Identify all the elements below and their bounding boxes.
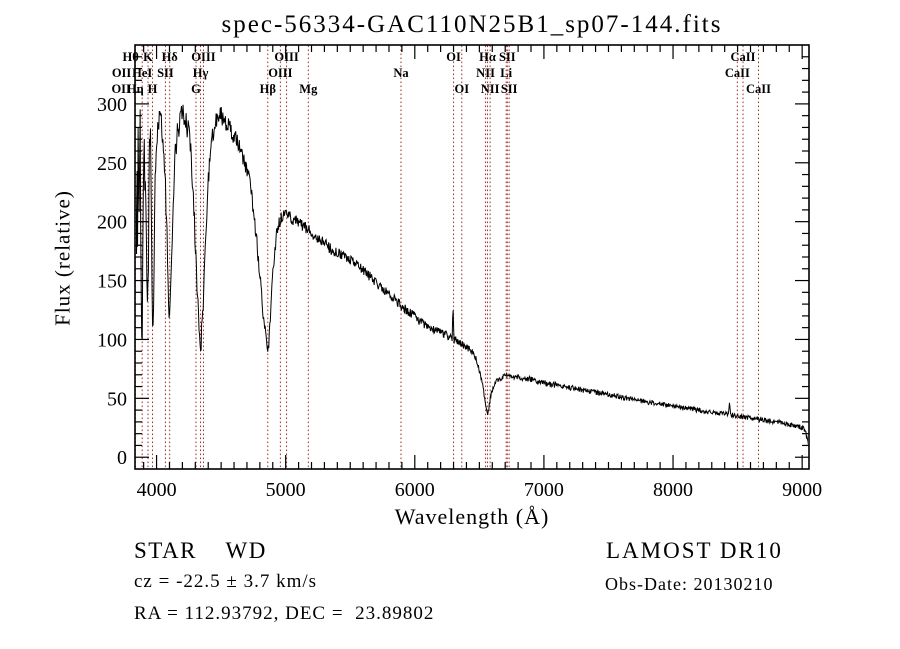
- spectral-line-label: K: [143, 50, 153, 64]
- x-tick-label: 6000: [395, 479, 435, 501]
- axis-ticks: [135, 45, 809, 469]
- spectral-line-label: OI: [454, 82, 469, 96]
- spectral-line-label: Hα: [479, 50, 496, 64]
- spectral-line-label: HeI: [132, 66, 152, 80]
- plot-frame: [134, 44, 810, 470]
- spectral-line-label: Hγ: [193, 66, 209, 80]
- spectral-line-label: OI: [446, 50, 461, 64]
- spectral-line-label: OIII: [268, 66, 292, 80]
- spectral-line-label: Li: [500, 66, 512, 80]
- survey-release-text: LAMOST DR10: [606, 538, 783, 563]
- spectral-line-label: SII: [157, 66, 174, 80]
- x-tick-label: 5000: [266, 479, 306, 501]
- x-tick-label: 7000: [524, 479, 564, 501]
- spectral-line-label: H: [148, 82, 158, 96]
- x-tick-label: 4000: [137, 479, 177, 501]
- x-tick-label: 9000: [782, 479, 822, 501]
- y-tick-label: 250: [97, 153, 127, 175]
- spectral-line-label: CaII: [746, 82, 771, 96]
- y-tick-label: 300: [97, 94, 127, 116]
- spectral-line-label: G: [191, 82, 201, 96]
- obs-date-text: Obs-Date: 20130210: [605, 574, 774, 594]
- y-tick-label: 0: [117, 447, 127, 469]
- spectral-line-label: Hθ: [122, 50, 138, 64]
- spectral-line-label: Mg: [299, 82, 318, 96]
- spectral-line-label: Na: [393, 66, 409, 80]
- spectral-line-label: SII: [501, 82, 518, 96]
- spectral-line-label: OIII: [191, 50, 215, 64]
- y-tick-label: 200: [97, 212, 127, 234]
- spectral-line-label: Hβ: [260, 82, 277, 96]
- spectral-line-label: CaII: [725, 66, 750, 80]
- spectral-line-labels: OII OII Hθ Hη HeI K H SII Hδ G Hγ OIII Hβ OIII OIII Mg N…: [111, 50, 771, 96]
- y-tick-label: 50: [107, 388, 127, 410]
- y-tick-label: 100: [97, 329, 127, 351]
- spectrum-curve: [136, 104, 808, 446]
- object-class-text: STAR WD: [134, 538, 267, 563]
- spectral-line-label: Hδ: [162, 50, 179, 64]
- spectral-line-label: OII: [111, 82, 131, 96]
- x-tick-label: 8000: [653, 479, 693, 501]
- spectral-line-label: CaII: [731, 50, 756, 64]
- y-tick-label: 150: [97, 271, 127, 293]
- plot-title: spec-56334-GAC110N25B1_sp07-144.fits: [221, 11, 723, 38]
- spectral-line-label: NII: [481, 82, 500, 96]
- x-axis-label: Wavelength (Å): [394, 504, 550, 529]
- spectral-line-label: NII: [476, 66, 495, 80]
- ra-dec-text: RA = 112.93792, DEC = 23.89802: [134, 603, 435, 624]
- spectral-line-label: SII: [499, 50, 516, 64]
- spectral-line-label: OII: [112, 66, 132, 80]
- y-axis-label: Flux (relative): [50, 190, 75, 326]
- spectral-line-label: OIII: [274, 50, 298, 64]
- spectral-line-label: Hη: [127, 82, 144, 96]
- cz-velocity-text: cz = -22.5 ± 3.7 km/s: [134, 571, 318, 592]
- tick-labels: 4000 5000 6000 7000 8000 9000 0 50 100 150 200 250 3…: [97, 94, 822, 501]
